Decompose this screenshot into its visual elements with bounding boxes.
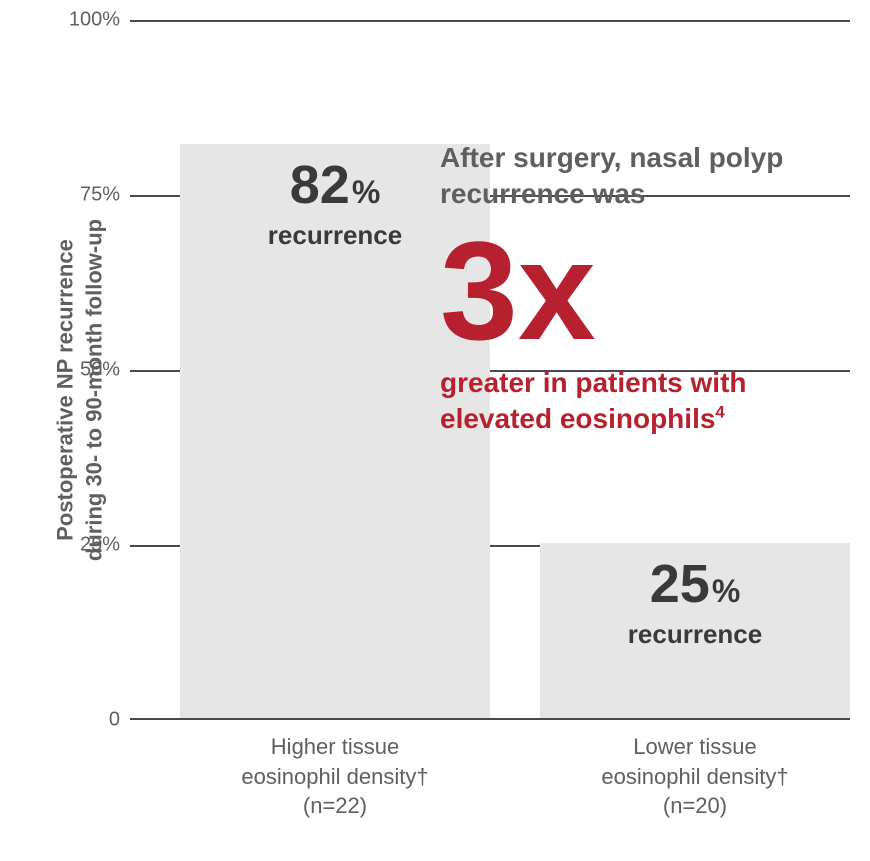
x-cat-line2: eosinophil density† (601, 764, 788, 789)
x-cat-line2: eosinophil density† (241, 764, 428, 789)
x-axis-line (130, 718, 850, 720)
bar-1 (540, 543, 850, 718)
x-cat-line3: (n=22) (303, 793, 367, 818)
y-axis-label-line2: during 30- to 90-month follow-up (81, 219, 106, 561)
y-tick-label: 0 (109, 709, 120, 732)
x-cat-line3: (n=20) (663, 793, 727, 818)
y-tick-label: 50% (80, 359, 120, 382)
x-cat-line1: Lower tissue (633, 734, 757, 759)
callout-follow-main: greater in patients with elevated eosino… (440, 367, 747, 434)
x-category-label-0: Higher tissue eosinophil density† (n=22) (180, 732, 490, 821)
y-tick-label: 25% (80, 534, 120, 557)
y-axis-label: Postoperative NP recurrence during 30- t… (51, 219, 108, 561)
y-tick-label: 100% (69, 9, 120, 32)
callout-follow-text: greater in patients with elevated eosino… (440, 365, 850, 438)
callout-big-text: 3x (440, 221, 850, 361)
x-cat-line1: Higher tissue (271, 734, 399, 759)
x-category-label-1: Lower tissue eosinophil density† (n=20) (540, 732, 850, 821)
gridline (130, 20, 850, 22)
y-axis-label-line1: Postoperative NP recurrence (52, 239, 77, 541)
callout-annotation: After surgery, nasal polyp recurrence wa… (440, 140, 850, 438)
y-tick-label: 75% (80, 184, 120, 207)
callout-follow-sup: 4 (715, 403, 724, 422)
callout-lead-text: After surgery, nasal polyp recurrence wa… (440, 140, 850, 213)
